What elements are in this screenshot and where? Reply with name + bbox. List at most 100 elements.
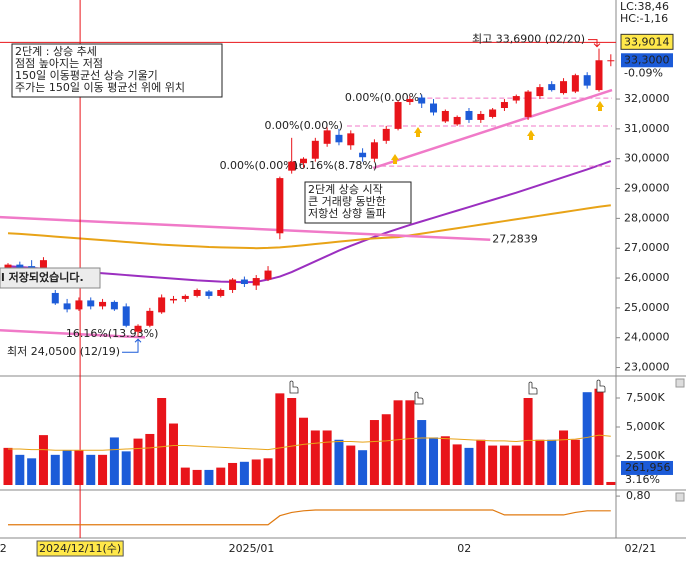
note-box — [11, 43, 223, 98]
y-tick-label: 23,0000 — [624, 361, 670, 374]
volume-bar — [452, 444, 462, 485]
candle-body — [51, 292, 59, 304]
level-label-box — [620, 33, 674, 50]
note-text: 150일 이동평균선 상승 기울기 — [15, 68, 158, 82]
last-close-box — [621, 53, 673, 68]
last-close-label: 33,3000 — [624, 53, 670, 66]
volume-bar — [3, 447, 13, 485]
fib-label: 0.00%(0.00%) — [220, 159, 298, 172]
volume-bar — [74, 450, 84, 485]
x-tick-label: 2025/01 — [229, 542, 275, 555]
hand-icon — [289, 380, 299, 394]
volume-bar — [429, 437, 439, 485]
candle-body — [169, 298, 177, 301]
y-tick-label: 24,0000 — [624, 331, 670, 344]
up-arrow — [391, 154, 399, 164]
y-tick-label: 30,0000 — [624, 152, 670, 165]
candle-body — [39, 260, 47, 268]
y-tick-label: 32,0000 — [624, 92, 670, 105]
candle-body — [181, 295, 189, 299]
header-label: LC:38,46 — [620, 0, 669, 13]
level-label: 33,9014 — [624, 35, 670, 48]
candle-body — [311, 140, 319, 159]
hand-icon — [596, 379, 606, 393]
candle-body — [382, 128, 390, 141]
candle-body — [453, 116, 461, 125]
volume-bar — [499, 445, 509, 485]
y-tick-label: 7,500K — [626, 391, 665, 404]
candle-body — [323, 130, 331, 144]
trendline — [0, 329, 146, 339]
y-tick-label: 25,0000 — [624, 301, 670, 314]
volume-bar — [180, 467, 190, 485]
fib-label: 16.16%(8.78%) — [292, 159, 377, 172]
y-tick-label: 29,0000 — [624, 182, 670, 195]
candle-body — [75, 300, 83, 310]
volume-bar — [476, 439, 486, 485]
panel-button[interactable] — [675, 492, 685, 502]
volume-bar — [275, 393, 285, 485]
candle-body — [595, 60, 603, 91]
candle-body — [63, 303, 71, 310]
x-tick-label: 2 — [0, 542, 7, 555]
candle-body — [276, 178, 284, 234]
y-tick-label: 26,0000 — [624, 271, 670, 284]
candle-body — [4, 264, 12, 270]
note-text: 2단계 : 상승 추세 — [15, 45, 97, 58]
candle-body — [560, 81, 568, 94]
volume-bar — [488, 445, 498, 485]
last-volume-label: 261,956 — [625, 461, 671, 474]
candle-body — [110, 301, 118, 310]
note-box — [304, 181, 412, 224]
candle-body — [583, 75, 591, 86]
last-volume-box — [621, 460, 673, 475]
candle-body — [607, 60, 615, 62]
candle-body — [217, 289, 225, 296]
volume-bar — [594, 388, 604, 485]
volume-average — [8, 434, 611, 451]
volume-bar — [405, 400, 415, 485]
volume-bar — [523, 397, 533, 485]
candle-body — [134, 325, 142, 332]
change-label: -0.09% — [624, 66, 663, 79]
candle-body — [28, 266, 36, 268]
candle-body — [441, 110, 449, 122]
volume-bar — [606, 481, 616, 485]
volume-bar — [322, 430, 332, 485]
panel-button[interactable] — [675, 378, 685, 388]
volume-bar — [393, 400, 403, 485]
candle-body — [288, 161, 296, 171]
volume-bar — [570, 439, 580, 485]
candle-body — [571, 75, 579, 92]
note-text: 2단계 상승 시작 — [308, 183, 383, 196]
volume-bar — [263, 458, 273, 485]
moving-average — [7, 160, 612, 284]
x-tick-label: 02/21 — [625, 542, 657, 555]
volume-bar — [511, 445, 521, 485]
y-tick-label: 31,0000 — [624, 122, 670, 135]
up-arrow — [527, 130, 535, 140]
volume-bar — [547, 439, 557, 485]
volume-bar — [168, 423, 178, 485]
volume-bar — [559, 430, 569, 485]
trendline-label: 27,2839 — [492, 233, 537, 246]
up-arrow — [596, 101, 604, 111]
candle-body — [489, 109, 497, 117]
volume-bar — [133, 438, 143, 485]
candle-body — [335, 134, 343, 143]
volume-bar — [86, 454, 96, 485]
candle-body — [406, 99, 414, 103]
volume-bar — [535, 439, 545, 485]
candle-body — [394, 102, 402, 129]
candle-body — [16, 264, 24, 268]
volume-bar — [287, 397, 297, 485]
candle-body — [205, 291, 213, 296]
note-text: 큰 거래량 동반한 — [308, 195, 386, 208]
volume-bar — [299, 417, 308, 485]
candle-body — [87, 300, 95, 307]
volume-bar — [369, 420, 379, 485]
trendline — [0, 215, 491, 241]
y-tick-label: 27,0000 — [624, 241, 670, 254]
